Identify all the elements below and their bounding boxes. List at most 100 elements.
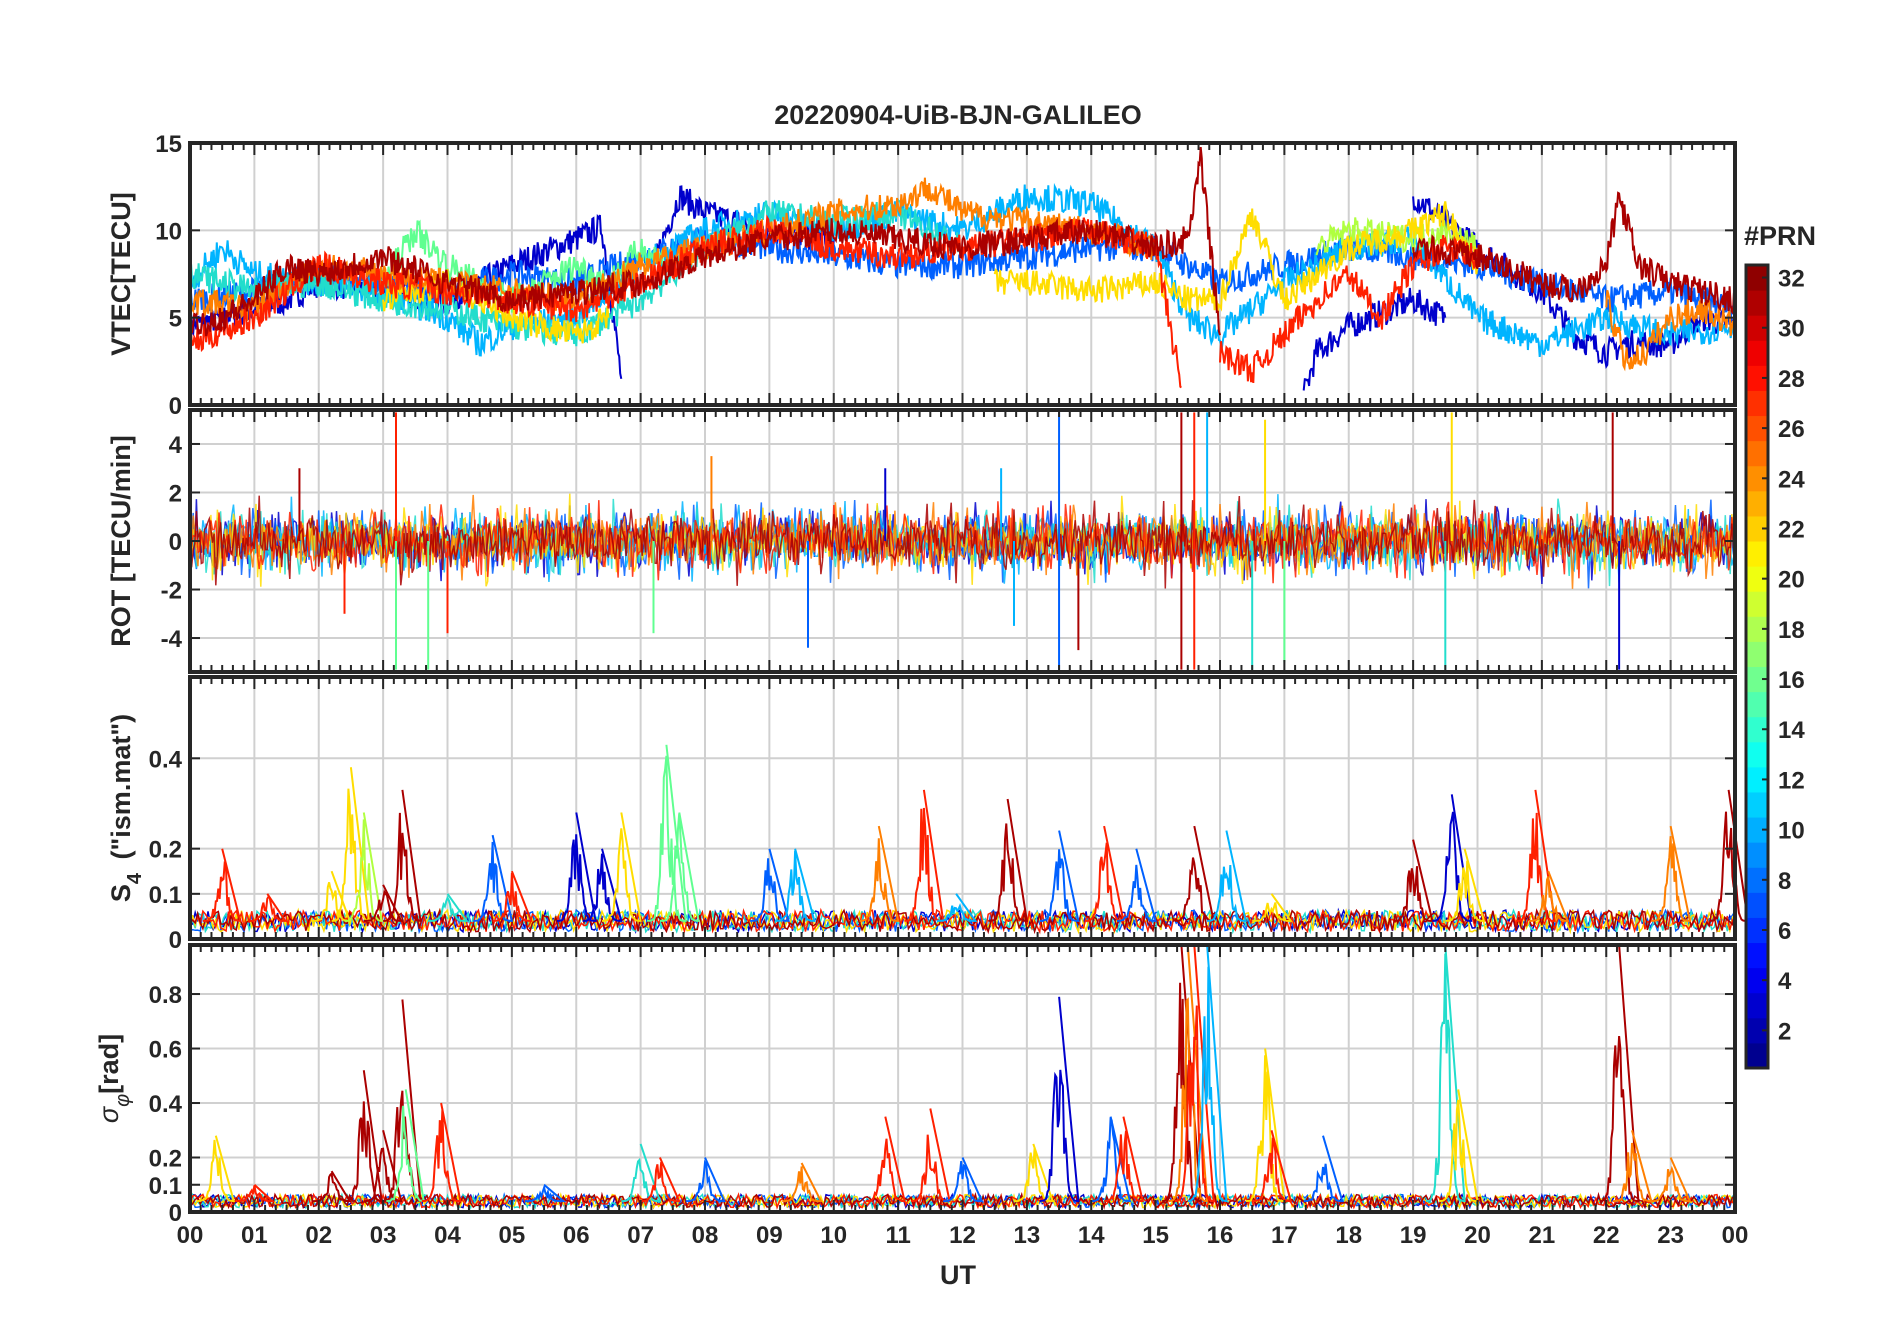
colorbar-band [1746,791,1768,818]
colorbar-tick-label: 8 [1778,868,1791,895]
s4-burst [936,893,978,922]
colorbar-tick-label: 28 [1778,366,1805,393]
x-tick-label: 10 [820,1222,847,1249]
sigma-phi-burst [235,1184,275,1203]
sigma-phi-burst [1438,1089,1479,1203]
vtec-series-prn-31 [189,147,1221,337]
colorbar-tick-label: 26 [1778,416,1805,443]
colorbar-tick-label: 2 [1778,1018,1791,1045]
s4-y-tick-label: 0.2 [149,837,182,864]
vtec-y-tick-label: 15 [155,131,182,158]
rot-y-tick-label: 2 [169,480,182,507]
s4-y-tick-label: 0.4 [149,746,183,773]
sigma-phi-burst [1651,1157,1692,1203]
colorbar-band [1746,265,1768,291]
s4-burst [1393,839,1434,922]
s4-burst [1117,848,1157,922]
sigma-phi-burst [1599,944,1640,1202]
colorbar-band [1746,892,1768,918]
vtec-series-prn-20 [993,201,1479,313]
x-tick-label: 14 [1078,1222,1105,1249]
s4-burst [331,767,371,922]
x-tick-label: 16 [1207,1222,1234,1249]
sigma-phi-burst [1245,1048,1286,1203]
vtec-series-prn-24 [1605,290,1736,372]
colorbar-tick-label: 32 [1778,266,1805,293]
sigma-phi-grid [190,945,1735,1212]
s4-burst [383,789,422,923]
colorbar-band [1746,942,1768,969]
x-tick-label: 00 [1722,1222,1749,1249]
x-tick-label: 19 [1400,1222,1427,1249]
s4-burst [1516,789,1556,922]
s4-burst [247,893,288,922]
s4-burst [1174,825,1215,922]
x-tick-label: 17 [1271,1222,1298,1249]
x-tick-label: 00 [177,1222,204,1249]
colorbar-band [1746,566,1768,592]
vtec-panel: 0 5 10 15 VTEC[TECU] [106,131,1737,420]
colorbar-band [1746,541,1768,567]
s4-burst [344,812,383,923]
s4-grid [190,677,1735,939]
colorbar-tick-label: 22 [1778,516,1805,543]
colorbar-bands [1746,265,1768,1069]
vtec-y-label: VTEC[TECU] [106,192,136,356]
sigma-phi-burst [1612,1130,1653,1203]
s4-burst [363,884,403,922]
sigma-phi-y-tick-label: 0.8 [149,982,182,1009]
rot-panel: -4 -2 0 2 4 ROT [TECU/min] [106,408,1737,674]
sigma-phi-burst [1174,944,1215,1203]
sigma-phi-y-tick-label: 0 [169,1200,182,1227]
colorbar-band [1746,490,1768,517]
rot-y-label: ROT [TECU/min] [106,435,136,646]
s4-plot-area [189,744,1750,935]
colorbar-band [1746,967,1768,994]
colorbar-tick-label: 30 [1778,316,1805,343]
sigma-phi-burst [782,1162,823,1203]
colorbar-band [1746,340,1768,366]
sigma-phi-burst [943,1157,984,1203]
x-tick-label: 01 [241,1222,268,1249]
s4-burst [202,848,242,923]
sigma-phi-burst [1187,944,1228,1203]
vtec-y-tick-label: 10 [155,218,182,245]
s4-burst [647,744,687,922]
colorbar-band [1746,666,1768,693]
vtec-y-tick-label: 5 [169,306,182,333]
s4-burst [473,834,514,922]
vtec-series-prn-20 [382,268,610,344]
s4-burst [1529,870,1570,922]
s4-burst [582,848,623,922]
vtec-series-prn-3 [1412,196,1736,370]
s4-burst [1432,794,1473,922]
sigma-phi-burst [524,1183,567,1203]
colorbar-tick-label: 20 [1778,567,1805,594]
colorbar-tick-label: 4 [1778,968,1792,995]
vtec-series-prn-10 [189,182,1736,358]
sigma-phi-y-tick-label: 0.4 [149,1091,183,1118]
colorbar-band [1746,641,1768,667]
sigma-phi-burst [196,1135,236,1203]
s4-y-tick-label: 0.1 [149,882,182,909]
x-tick-label: 18 [1335,1222,1362,1249]
x-tick-label: 06 [563,1222,590,1249]
colorbar-band [1746,591,1768,617]
colorbar-tick-label: 12 [1778,767,1805,794]
colorbar-band [1746,465,1768,492]
s4-burst [775,848,816,922]
s4-burst [1445,848,1486,922]
x-tick-label: 13 [1014,1222,1041,1249]
x-tick-label: 08 [692,1222,719,1249]
sigma-phi-y-tick-label: 0.2 [149,1146,182,1173]
x-tick-label: 02 [305,1222,332,1249]
s4-burst [602,812,642,922]
colorbar-label: #PRN [1744,221,1816,251]
sigma-phi-burst [865,1116,906,1203]
x-tick-label: 07 [627,1222,654,1249]
sigma-phi-y-tick-label: 0.1 [149,1173,182,1200]
colorbar-band [1746,992,1768,1019]
s4-burst [904,789,945,922]
